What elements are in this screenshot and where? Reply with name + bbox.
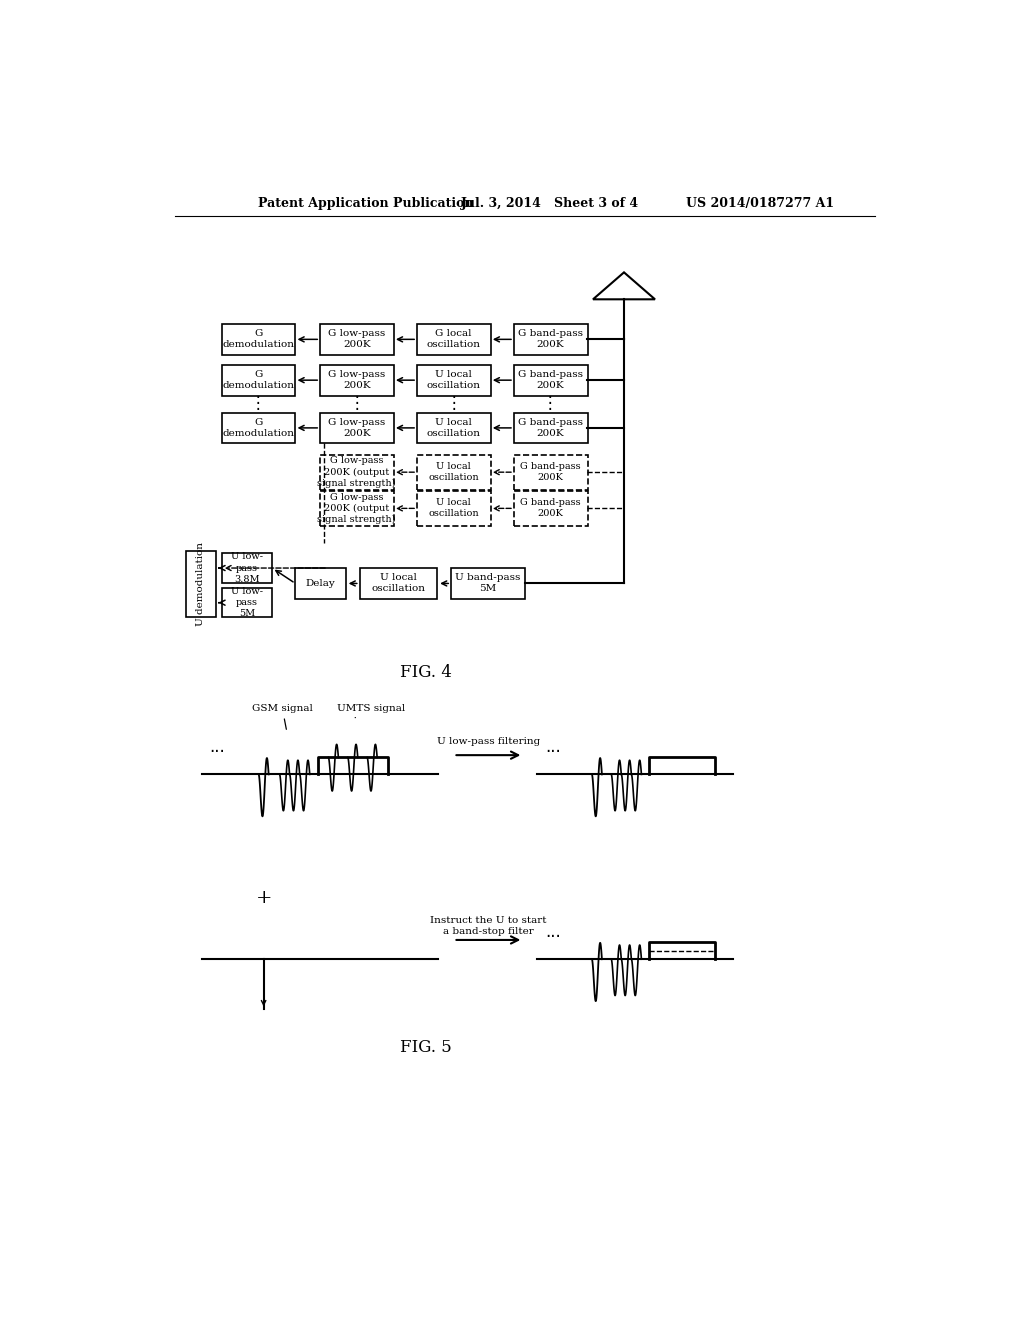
Text: Instruct the U to start
a band-stop filter: Instruct the U to start a band-stop filt…	[430, 916, 547, 936]
Text: G low-pass
200K (output
signal strength): G low-pass 200K (output signal strength)	[317, 492, 396, 524]
Text: U local
oscillation: U local oscillation	[427, 418, 480, 438]
Bar	[417, 491, 490, 525]
Bar	[222, 364, 295, 396]
Bar	[359, 568, 437, 599]
Bar	[417, 323, 490, 355]
Text: G band-pass
200K: G band-pass 200K	[518, 370, 583, 391]
Bar	[514, 323, 588, 355]
Text: U low-pass filtering: U low-pass filtering	[437, 737, 540, 746]
Bar	[222, 323, 295, 355]
Bar	[295, 568, 346, 599]
Text: U low-
pass
3.8M: U low- pass 3.8M	[231, 553, 263, 583]
Text: Jul. 3, 2014   Sheet 3 of 4: Jul. 3, 2014 Sheet 3 of 4	[461, 197, 639, 210]
Text: U low-
pass
5M: U low- pass 5M	[231, 587, 263, 618]
Text: ...: ...	[209, 738, 225, 756]
Bar	[321, 364, 394, 396]
Text: +: +	[255, 888, 272, 907]
Text: G low-pass
200K (output
signal strength): G low-pass 200K (output signal strength)	[317, 457, 396, 488]
Text: ⋮: ⋮	[445, 395, 462, 412]
Text: G band-pass
200K: G band-pass 200K	[518, 418, 583, 438]
Text: U local
oscillation: U local oscillation	[427, 370, 480, 391]
Bar	[222, 413, 295, 444]
Text: G low-pass
200K: G low-pass 200K	[328, 329, 385, 350]
Text: G band-pass
200K: G band-pass 200K	[518, 329, 583, 350]
Bar	[186, 552, 216, 616]
Bar	[321, 455, 394, 490]
Bar	[514, 413, 588, 444]
Bar	[417, 455, 490, 490]
Text: US 2014/0187277 A1: US 2014/0187277 A1	[686, 197, 835, 210]
Text: U local
oscillation: U local oscillation	[428, 462, 479, 482]
Text: FIG. 4: FIG. 4	[400, 664, 453, 681]
Text: ...: ...	[545, 923, 560, 941]
Text: G
demodulation: G demodulation	[222, 370, 294, 391]
Text: G band-pass
200K: G band-pass 200K	[520, 462, 581, 482]
Bar	[321, 323, 394, 355]
Bar	[417, 364, 490, 396]
Bar	[321, 413, 394, 444]
Bar	[222, 553, 272, 583]
Text: Delay: Delay	[306, 579, 336, 587]
Text: GSM signal: GSM signal	[252, 705, 313, 730]
Text: ...: ...	[545, 738, 560, 756]
Text: G
demodulation: G demodulation	[222, 418, 294, 438]
Text: ⋮: ⋮	[348, 395, 365, 412]
Bar	[222, 589, 272, 618]
Text: UMTS signal: UMTS signal	[337, 705, 406, 718]
Text: G low-pass
200K: G low-pass 200K	[328, 418, 385, 438]
Text: U local
oscillation: U local oscillation	[428, 499, 479, 519]
Bar	[417, 413, 490, 444]
Text: ⋮: ⋮	[542, 395, 559, 412]
Bar	[514, 364, 588, 396]
Text: G low-pass
200K: G low-pass 200K	[328, 370, 385, 391]
Bar	[321, 491, 394, 525]
Text: G band-pass
200K: G band-pass 200K	[520, 499, 581, 519]
Text: U demodulation: U demodulation	[197, 541, 206, 626]
Text: FIG. 5: FIG. 5	[400, 1039, 453, 1056]
Text: U band-pass
5M: U band-pass 5M	[456, 573, 520, 594]
Text: Patent Application Publication: Patent Application Publication	[258, 197, 474, 210]
Bar	[514, 491, 588, 525]
Bar	[452, 568, 524, 599]
Bar	[514, 455, 588, 490]
Text: U local
oscillation: U local oscillation	[372, 573, 426, 594]
Text: G
demodulation: G demodulation	[222, 329, 294, 350]
Text: G local
oscillation: G local oscillation	[427, 329, 480, 350]
Text: ⋮: ⋮	[250, 395, 266, 412]
